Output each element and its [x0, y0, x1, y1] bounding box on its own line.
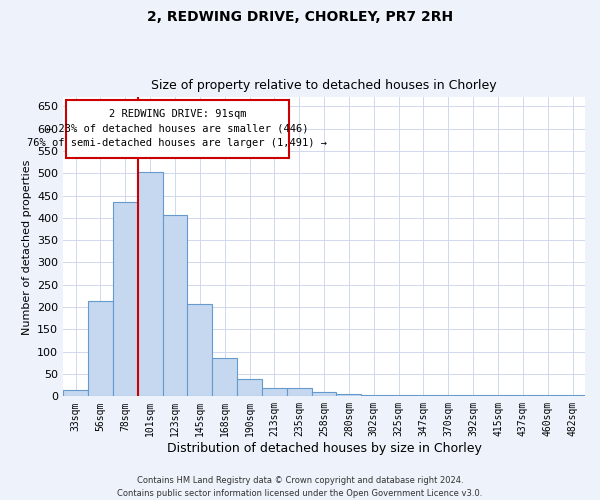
Bar: [137, 172, 163, 396]
Bar: [163, 214, 187, 396]
X-axis label: Distribution of detached houses by size in Chorley: Distribution of detached houses by size …: [167, 442, 482, 455]
Text: 2, REDWING DRIVE, CHORLEY, PR7 2RH: 2, REDWING DRIVE, CHORLEY, PR7 2RH: [147, 10, 453, 24]
Text: Contains HM Land Registry data © Crown copyright and database right 2024.
Contai: Contains HM Land Registry data © Crown c…: [118, 476, 482, 498]
Y-axis label: Number of detached properties: Number of detached properties: [22, 159, 32, 334]
Bar: [113, 202, 137, 396]
Bar: [237, 380, 262, 396]
Bar: [361, 395, 386, 396]
Bar: [212, 358, 237, 397]
Bar: [88, 302, 113, 396]
FancyBboxPatch shape: [65, 100, 289, 158]
Title: Size of property relative to detached houses in Chorley: Size of property relative to detached ho…: [151, 79, 497, 92]
Bar: [287, 388, 311, 396]
Bar: [311, 392, 337, 396]
Bar: [187, 304, 212, 396]
Bar: [63, 390, 88, 396]
Bar: [560, 394, 585, 396]
Bar: [337, 394, 361, 396]
Text: 2 REDWING DRIVE: 91sqm
← 23% of detached houses are smaller (446)
76% of semi-de: 2 REDWING DRIVE: 91sqm ← 23% of detached…: [28, 109, 328, 148]
Bar: [262, 388, 287, 396]
